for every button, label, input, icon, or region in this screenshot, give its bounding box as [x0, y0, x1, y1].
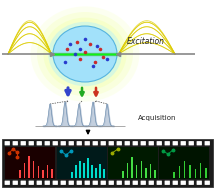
FancyBboxPatch shape — [173, 141, 178, 145]
Bar — [173, 172, 175, 178]
Bar — [103, 169, 105, 178]
FancyBboxPatch shape — [37, 181, 42, 185]
Bar — [87, 158, 89, 178]
Bar — [200, 163, 201, 178]
FancyBboxPatch shape — [189, 141, 194, 145]
FancyBboxPatch shape — [157, 141, 162, 145]
FancyBboxPatch shape — [109, 181, 114, 185]
FancyBboxPatch shape — [197, 141, 202, 145]
Bar — [99, 164, 101, 178]
Bar — [154, 170, 156, 178]
Bar — [75, 165, 77, 178]
FancyBboxPatch shape — [133, 141, 138, 145]
FancyBboxPatch shape — [21, 141, 26, 145]
FancyBboxPatch shape — [84, 181, 90, 185]
FancyBboxPatch shape — [53, 141, 58, 145]
FancyBboxPatch shape — [125, 141, 130, 145]
FancyBboxPatch shape — [77, 141, 82, 145]
FancyBboxPatch shape — [205, 181, 210, 185]
Bar — [71, 172, 73, 178]
FancyBboxPatch shape — [125, 181, 130, 185]
Bar — [195, 169, 196, 178]
Bar — [205, 168, 207, 178]
FancyBboxPatch shape — [141, 181, 146, 185]
Bar — [136, 165, 137, 178]
Ellipse shape — [48, 22, 122, 86]
FancyBboxPatch shape — [45, 181, 50, 185]
Bar — [33, 161, 34, 178]
Bar — [19, 170, 21, 178]
Ellipse shape — [37, 12, 133, 96]
FancyBboxPatch shape — [173, 181, 178, 185]
Bar — [79, 161, 81, 178]
FancyBboxPatch shape — [101, 181, 106, 185]
FancyBboxPatch shape — [29, 141, 34, 145]
Bar — [42, 170, 44, 178]
Ellipse shape — [53, 26, 117, 82]
Bar — [2, 139, 213, 187]
Bar — [24, 163, 25, 178]
Bar — [150, 164, 151, 178]
Ellipse shape — [43, 18, 127, 90]
FancyBboxPatch shape — [133, 181, 138, 185]
FancyBboxPatch shape — [69, 141, 74, 145]
Bar — [57, 147, 107, 179]
FancyBboxPatch shape — [181, 141, 186, 145]
FancyBboxPatch shape — [117, 181, 122, 185]
Bar — [108, 147, 158, 179]
FancyBboxPatch shape — [5, 181, 10, 185]
FancyBboxPatch shape — [101, 141, 106, 145]
FancyBboxPatch shape — [29, 181, 34, 185]
FancyBboxPatch shape — [93, 181, 98, 185]
Bar — [179, 167, 180, 178]
FancyBboxPatch shape — [69, 181, 74, 185]
Bar — [5, 147, 55, 179]
Bar — [131, 157, 133, 178]
FancyBboxPatch shape — [5, 141, 10, 145]
Text: Excitation: Excitation — [127, 37, 165, 46]
FancyBboxPatch shape — [109, 141, 114, 145]
FancyBboxPatch shape — [157, 181, 162, 185]
Bar — [189, 165, 191, 178]
FancyBboxPatch shape — [61, 181, 66, 185]
FancyBboxPatch shape — [197, 181, 202, 185]
Ellipse shape — [31, 6, 139, 102]
FancyBboxPatch shape — [45, 141, 50, 145]
Bar — [83, 163, 85, 178]
FancyBboxPatch shape — [189, 181, 194, 185]
FancyBboxPatch shape — [205, 141, 210, 145]
FancyBboxPatch shape — [141, 141, 146, 145]
Bar — [51, 169, 53, 178]
Bar — [159, 147, 209, 179]
FancyBboxPatch shape — [149, 141, 154, 145]
FancyBboxPatch shape — [77, 181, 82, 185]
FancyBboxPatch shape — [21, 181, 26, 185]
FancyBboxPatch shape — [61, 141, 66, 145]
FancyBboxPatch shape — [165, 181, 170, 185]
FancyBboxPatch shape — [117, 141, 122, 145]
Bar — [141, 161, 142, 178]
FancyBboxPatch shape — [165, 141, 170, 145]
Bar — [28, 156, 30, 178]
FancyBboxPatch shape — [13, 141, 18, 145]
FancyBboxPatch shape — [37, 141, 42, 145]
FancyBboxPatch shape — [13, 181, 18, 185]
FancyBboxPatch shape — [181, 181, 186, 185]
Bar — [127, 163, 128, 178]
Bar — [95, 168, 97, 178]
FancyBboxPatch shape — [53, 181, 58, 185]
FancyBboxPatch shape — [93, 141, 98, 145]
Bar — [38, 167, 39, 178]
Bar — [122, 171, 124, 178]
Bar — [145, 168, 147, 178]
Bar — [184, 161, 185, 178]
Text: Acquisition: Acquisition — [138, 115, 177, 121]
FancyBboxPatch shape — [84, 141, 90, 145]
Bar — [91, 165, 93, 178]
FancyBboxPatch shape — [149, 181, 154, 185]
Bar — [47, 165, 48, 178]
